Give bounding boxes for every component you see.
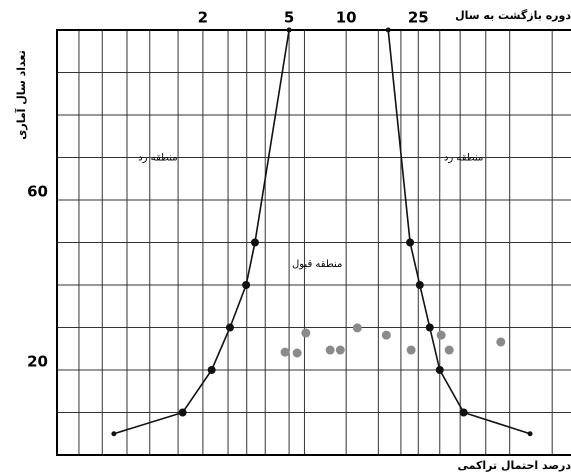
chart-title: دوره بازگشت به سال [455,9,571,22]
y-tick-label: 60 [27,183,48,201]
curve-point [459,408,468,417]
curve [387,29,531,435]
annotation: منطقه رد [138,153,177,164]
data-point [335,345,345,355]
curve [113,29,290,435]
curve-point [286,27,292,33]
data-point [352,323,362,333]
data-point [325,345,335,355]
curve-point [527,431,533,437]
y-axis-label: تعداد سال آماری [14,50,28,139]
x-axis-label: درصد احتمال تراکمی [457,459,571,472]
plot-frame [56,29,571,456]
x-tick-label: 2 [198,9,208,27]
curve-point [207,366,216,374]
curve-point [425,323,434,332]
data-point [301,328,311,338]
y-tick-label: 20 [27,353,48,371]
data-point [496,337,506,347]
curve-point [242,281,251,289]
x-tick-label: 10 [336,9,357,27]
data-point [280,347,290,357]
data-point [444,345,454,355]
curve-point [178,408,187,417]
annotation: منطقه رد [444,153,483,164]
curve-point [406,238,415,247]
curve-point [385,27,391,33]
data-point [436,330,446,340]
annotation: منطقه قبول [292,259,342,270]
curve-point [435,366,444,374]
data-point [292,348,302,358]
data-point [381,330,391,340]
data-point [406,345,416,355]
curve-point [111,431,117,437]
curve-point [225,323,234,332]
x-tick-label: 25 [408,9,429,27]
curve-point [250,238,259,247]
x-tick-label: 5 [284,9,294,27]
curve-point [415,281,424,289]
